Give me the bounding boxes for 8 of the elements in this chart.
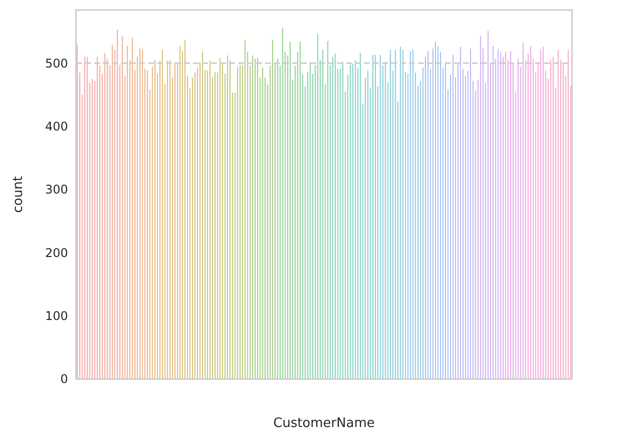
y-axis-title: count	[11, 176, 26, 213]
y-tick-label: 100	[45, 309, 68, 324]
y-tick-label: 400	[45, 119, 68, 134]
y-tick-label: 200	[45, 246, 68, 260]
y-tick-label: 300	[45, 182, 68, 197]
y-tick-label: 500	[45, 56, 68, 70]
x-axis-title: CustomerName	[273, 416, 375, 431]
y-tick-label: 0	[60, 372, 68, 386]
